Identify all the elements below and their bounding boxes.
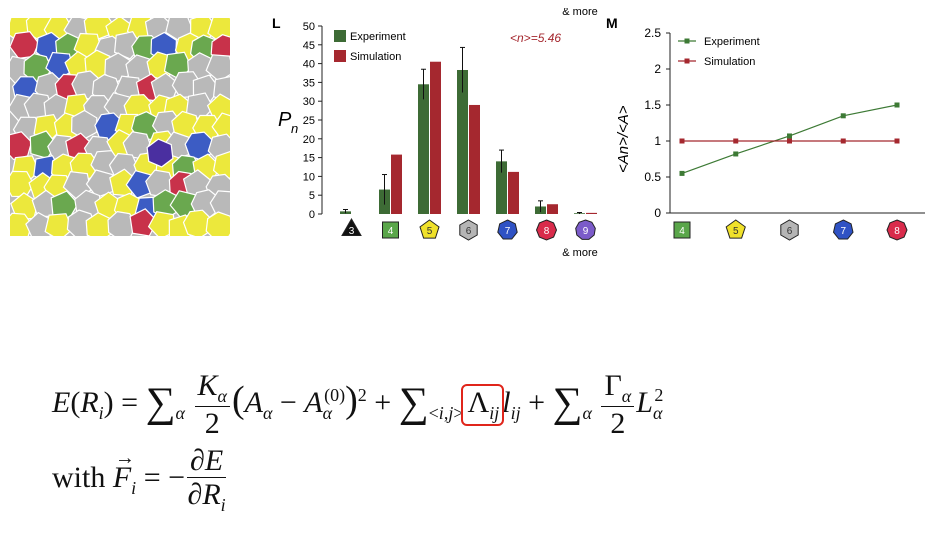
area-ratio-chart: M 0 0.5 1 1.5 2 2.5 <An>/<A> Experiment Simulati… <box>606 15 925 241</box>
with-word: with <box>52 461 106 495</box>
svg-text:9: 9 <box>583 226 589 237</box>
x-category-badge: 3 <box>341 217 362 237</box>
legend-marker <box>684 38 690 44</box>
y-tick-label: 5 <box>309 190 315 202</box>
y-axis-label-subscript: n <box>291 121 298 136</box>
svg-text:4: 4 <box>388 226 394 237</box>
svg-text:6: 6 <box>466 226 472 237</box>
y-tick-label: 35 <box>303 77 315 89</box>
y-tick-label: 20 <box>303 134 315 146</box>
energy-equation: E(Ri) = ∑α Kα 2 (Aα − Aα(0))2 + ∑<i,j> Λij l… <box>52 369 664 440</box>
x-category-badge: 5 <box>419 219 440 239</box>
tissue-cell <box>205 211 230 236</box>
x-category-badge: 6 <box>459 219 478 241</box>
svg-text:8: 8 <box>544 226 550 237</box>
y-tick-label: 15 <box>303 153 315 165</box>
y-tick-label: 2 <box>654 62 661 76</box>
bar-simulation <box>430 61 441 214</box>
y-tick-label: 2.5 <box>644 26 661 40</box>
bar-experiment <box>418 84 429 214</box>
x-category-badge: 5 <box>725 219 746 239</box>
point-experiment <box>733 151 739 157</box>
x-category-badge: 9 <box>575 219 596 240</box>
y-tick-label: 1.5 <box>644 98 661 112</box>
cell-tissue-image <box>10 18 230 236</box>
x-suffix-label: & more <box>562 247 597 259</box>
point-simulation <box>733 138 739 144</box>
y-tick-label: 1 <box>654 134 661 148</box>
highlighted-lambda-term: Λij <box>461 383 505 426</box>
y-tick-label: 0 <box>654 206 661 220</box>
point-simulation <box>894 138 900 144</box>
x-category-badge: 4 <box>673 221 691 239</box>
y-axis-label: <An>/<A> <box>615 105 632 173</box>
point-experiment <box>787 133 792 139</box>
bar-simulation <box>547 204 558 214</box>
x-category-badge: 6 <box>780 219 799 241</box>
legend-marker <box>684 58 690 64</box>
y-tick-label: 0.5 <box>644 170 661 184</box>
panel-letter-M: M <box>606 15 618 31</box>
point-simulation <box>787 138 792 144</box>
bar-simulation <box>469 104 480 214</box>
bar-experiment <box>496 161 507 214</box>
tissue-cell <box>10 212 33 236</box>
bar-simulation <box>391 154 402 214</box>
y-tick-label: 50 <box>303 21 315 33</box>
panel-letter-L: L <box>272 15 281 31</box>
y-tick-label: 0 <box>309 209 315 221</box>
svg-text:5: 5 <box>427 226 433 237</box>
mean-annotation: <n>=5.46 <box>510 31 561 45</box>
x-category-badge: 8 <box>886 219 908 241</box>
y-tick-label: 30 <box>303 96 315 108</box>
svg-text:8: 8 <box>894 226 900 237</box>
legend-swatch <box>334 30 346 42</box>
bar-experiment <box>457 69 468 214</box>
legend-label: Experiment <box>704 36 760 48</box>
x-suffix-label-top: & more <box>562 8 597 18</box>
bar-simulation <box>586 212 597 214</box>
tissue-cell <box>146 138 174 168</box>
legend-label: Simulation <box>704 56 755 68</box>
point-experiment <box>679 170 685 176</box>
y-tick-label: 10 <box>303 171 315 183</box>
y-axis-label: P <box>278 109 292 131</box>
tissue-cell <box>185 92 215 121</box>
point-experiment <box>894 102 900 108</box>
svg-text:7: 7 <box>505 226 511 237</box>
y-tick-label: 25 <box>303 115 315 127</box>
svg-text:4: 4 <box>679 226 685 237</box>
y-tick-label: 45 <box>303 40 315 52</box>
x-category-badge: 8 <box>535 219 558 241</box>
svg-text:5: 5 <box>733 226 739 237</box>
point-simulation <box>840 138 846 144</box>
svg-text:3: 3 <box>349 226 355 237</box>
x-category-badge: 7 <box>832 219 854 240</box>
svg-text:7: 7 <box>840 226 846 237</box>
bar-simulation <box>508 171 519 214</box>
x-category-badge: 7 <box>497 219 518 240</box>
x-category-badge: 4 <box>382 221 399 239</box>
point-simulation <box>679 138 685 144</box>
tissue-cell <box>44 213 74 236</box>
y-tick-label: 40 <box>303 59 315 71</box>
legend-label: Simulation <box>350 51 401 63</box>
tissue-cell <box>85 169 114 199</box>
point-experiment <box>840 113 846 119</box>
legend-swatch <box>334 50 346 62</box>
legend-label: Experiment <box>350 31 406 43</box>
force-equation: with → Fi = − ∂E ∂Ri <box>52 444 227 515</box>
svg-text:6: 6 <box>787 226 793 237</box>
